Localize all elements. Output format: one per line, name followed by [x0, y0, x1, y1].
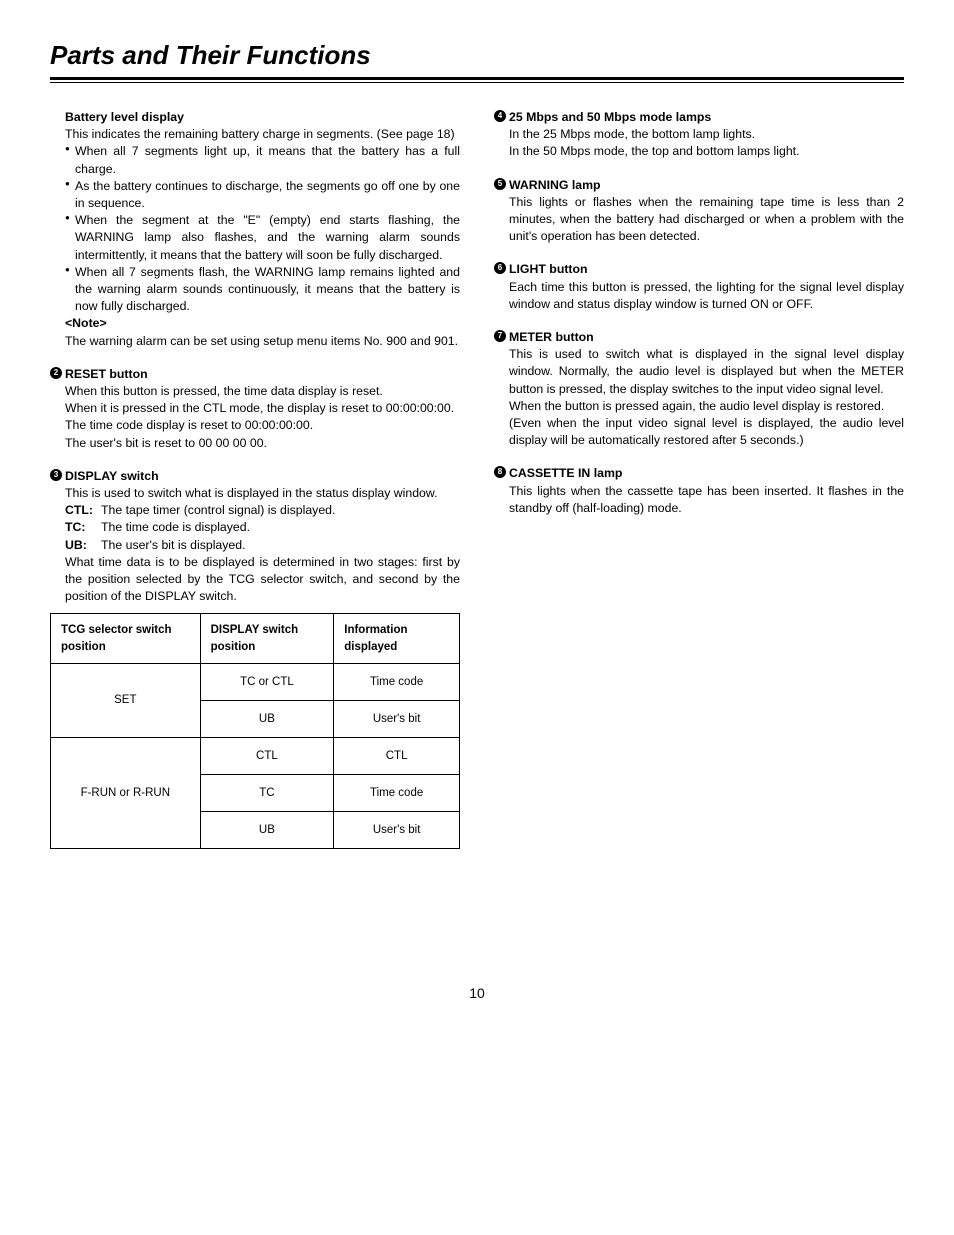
- table-cell: CTL: [200, 737, 334, 774]
- light-section: 6 LIGHT button Each time this button is …: [494, 261, 904, 313]
- table-cell: User's bit: [334, 700, 460, 737]
- mbps-heading: 4 25 Mbps and 50 Mbps mode lamps: [509, 109, 904, 126]
- table-header: Information displayed: [334, 614, 460, 663]
- note-label: <Note>: [65, 315, 460, 332]
- num-circle-2: 2: [50, 367, 62, 379]
- table-cell: User's bit: [334, 812, 460, 849]
- def-ctl-label: CTL:: [65, 502, 101, 519]
- meter-p3: (Even when the input video signal level …: [509, 415, 904, 449]
- warning-heading-text: WARNING lamp: [509, 178, 601, 192]
- table-cell: Time code: [334, 663, 460, 700]
- table-row: F-RUN or R-RUN CTL CTL: [51, 737, 460, 774]
- def-ub: UB: The user's bit is displayed.: [65, 537, 460, 554]
- table-header: DISPLAY switch position: [200, 614, 334, 663]
- table-cell: UB: [200, 700, 334, 737]
- warning-text: This lights or flashes when the remainin…: [509, 194, 904, 246]
- reset-p3: The time code display is reset to 00:00:…: [65, 417, 460, 434]
- mbps-section: 4 25 Mbps and 50 Mbps mode lamps In the …: [494, 109, 904, 161]
- num-circle-7: 7: [494, 330, 506, 342]
- reset-heading: 2 RESET button: [65, 366, 460, 383]
- num-circle-3: 3: [50, 469, 62, 481]
- display-section: 3 DISPLAY switch This is used to switch …: [50, 468, 460, 849]
- display-intro: This is used to switch what is displayed…: [65, 485, 460, 502]
- content-columns: Battery level display This indicates the…: [50, 109, 904, 865]
- light-text: Each time this button is pressed, the li…: [509, 279, 904, 313]
- table-cell: Time code: [334, 774, 460, 811]
- table-cell: TC or CTL: [200, 663, 334, 700]
- def-tc-label: TC:: [65, 519, 101, 536]
- display-after: What time data is to be displayed is det…: [65, 554, 460, 606]
- battery-bullets: When all 7 segments light up, it means t…: [65, 143, 460, 315]
- cassette-section: 8 CASSETTE IN lamp This lights when the …: [494, 465, 904, 517]
- display-heading-text: DISPLAY switch: [65, 469, 159, 483]
- battery-bullet: When all 7 segments light up, it means t…: [65, 143, 460, 177]
- def-ctl-text: The tape timer (control signal) is displ…: [101, 502, 460, 519]
- cassette-text: This lights when the cassette tape has b…: [509, 483, 904, 517]
- reset-section: 2 RESET button When this button is press…: [50, 366, 460, 452]
- left-column: Battery level display This indicates the…: [50, 109, 460, 865]
- reset-p4: The user's bit is reset to 00 00 00 00.: [65, 435, 460, 452]
- table-cell: TC: [200, 774, 334, 811]
- light-heading-text: LIGHT button: [509, 262, 588, 276]
- reset-p2: When it is pressed in the CTL mode, the …: [65, 400, 460, 417]
- warning-section: 5 WARNING lamp This lights or flashes wh…: [494, 177, 904, 246]
- right-column: 4 25 Mbps and 50 Mbps mode lamps In the …: [494, 109, 904, 865]
- def-tc-text: The time code is displayed.: [101, 519, 460, 536]
- cassette-heading: 8 CASSETTE IN lamp: [509, 465, 904, 482]
- meter-p1: This is used to switch what is displayed…: [509, 346, 904, 398]
- light-heading: 6 LIGHT button: [509, 261, 904, 278]
- cassette-heading-text: CASSETTE IN lamp: [509, 466, 622, 480]
- def-ub-text: The user's bit is displayed.: [101, 537, 460, 554]
- def-ctl: CTL: The tape timer (control signal) is …: [65, 502, 460, 519]
- table-cell: F-RUN or R-RUN: [51, 737, 201, 848]
- table-header-row: TCG selector switch position DISPLAY swi…: [51, 614, 460, 663]
- tcg-table: TCG selector switch position DISPLAY swi…: [50, 613, 460, 849]
- battery-bullet: When the segment at the "E" (empty) end …: [65, 212, 460, 264]
- table-row: SET TC or CTL Time code: [51, 663, 460, 700]
- num-circle-5: 5: [494, 178, 506, 190]
- page-number: 10: [50, 985, 904, 1001]
- table-cell: CTL: [334, 737, 460, 774]
- table-header: TCG selector switch position: [51, 614, 201, 663]
- table-cell: UB: [200, 812, 334, 849]
- note-text: The warning alarm can be set using setup…: [65, 333, 460, 350]
- num-circle-8: 8: [494, 466, 506, 478]
- battery-bullet: When all 7 segments flash, the WARNING l…: [65, 264, 460, 316]
- meter-p2: When the button is pressed again, the au…: [509, 398, 904, 415]
- num-circle-6: 6: [494, 262, 506, 274]
- battery-intro: This indicates the remaining battery cha…: [65, 126, 460, 143]
- reset-heading-text: RESET button: [65, 367, 148, 381]
- meter-heading-text: METER button: [509, 330, 594, 344]
- display-heading: 3 DISPLAY switch: [65, 468, 460, 485]
- meter-heading: 7 METER button: [509, 329, 904, 346]
- reset-p1: When this button is pressed, the time da…: [65, 383, 460, 400]
- battery-section: Battery level display This indicates the…: [50, 109, 460, 350]
- mbps-p2: In the 50 Mbps mode, the top and bottom …: [509, 143, 904, 160]
- num-circle-4: 4: [494, 110, 506, 122]
- warning-heading: 5 WARNING lamp: [509, 177, 904, 194]
- def-tc: TC: The time code is displayed.: [65, 519, 460, 536]
- title-underline: [50, 82, 904, 83]
- battery-heading: Battery level display: [65, 109, 460, 126]
- battery-bullet: As the battery continues to discharge, t…: [65, 178, 460, 212]
- mbps-p1: In the 25 Mbps mode, the bottom lamp lig…: [509, 126, 904, 143]
- mbps-heading-text: 25 Mbps and 50 Mbps mode lamps: [509, 110, 711, 124]
- def-ub-label: UB:: [65, 537, 101, 554]
- page-title: Parts and Their Functions: [50, 40, 904, 80]
- meter-section: 7 METER button This is used to switch wh…: [494, 329, 904, 449]
- table-cell: SET: [51, 663, 201, 737]
